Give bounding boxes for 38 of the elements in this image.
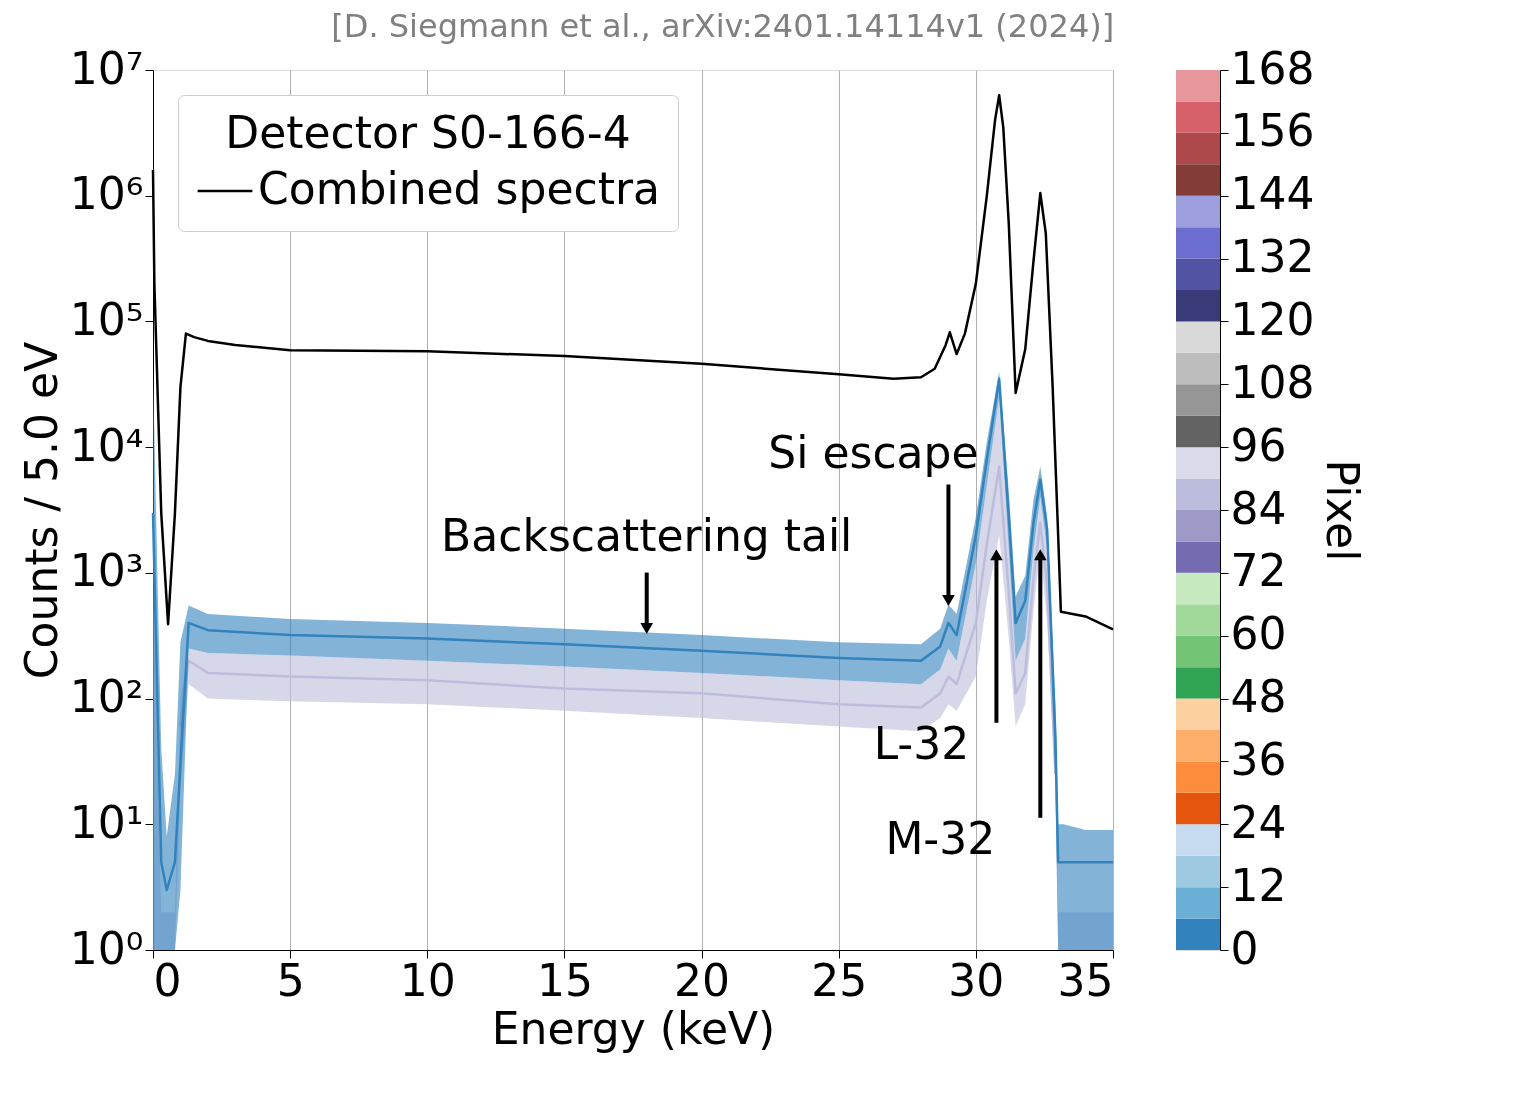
color-bar-label: 60 [1230,608,1287,660]
color-bar-label: 48 [1230,671,1287,723]
y-axis-title: Counts / 5.0 eV [15,341,67,680]
color-bar-label: 36 [1230,733,1287,785]
color-bar-label: 12 [1230,859,1287,911]
y-tick-label: 10¹ [69,796,144,848]
color-bar-label: 84 [1230,482,1287,534]
color-bar-label: 168 [1230,42,1315,94]
x-tick-label: 35 [1057,954,1114,1006]
legend-label: Combined spectra [258,163,660,214]
annotation: Si escape [768,426,979,478]
y-tick-label: 10⁴ [69,419,144,471]
color-bar-label: 72 [1230,545,1287,597]
color-bar-label: 0 [1230,922,1259,974]
color-bar-label: 96 [1230,419,1287,471]
x-tick-label: 10 [399,954,456,1006]
color-bar-label: 120 [1230,293,1315,345]
y-tick-label: 10⁵ [69,293,144,345]
y-tick-label: 10⁷ [69,42,144,94]
annotation: Backscattering tail [441,509,853,561]
y-tick-label: 10⁰ [69,922,144,974]
color-bar-label: 144 [1230,168,1315,220]
x-tick-label: 5 [276,954,305,1006]
annotation: L-32 [873,717,970,769]
x-tick-label: 0 [153,954,182,1006]
color-bar-title: Pixel [1317,459,1369,562]
text: [D. Siegmann et al., arXiv:2401.14114v1 (2024)] [331,7,1115,45]
color-bar-label: 132 [1230,231,1315,283]
color-bar-label: 24 [1230,796,1287,848]
y-tick-label: 10² [69,671,144,723]
color-bar-label: 108 [1230,356,1315,408]
y-tick-label: 10³ [69,545,144,597]
annotation: M-32 [885,812,996,864]
x-tick-label: 30 [948,954,1005,1006]
color-bar-label: 156 [1230,105,1315,157]
y-tick-label: 10⁶ [69,168,144,220]
legend-title: Detector S0-166-4 [225,107,631,158]
x-tick-label: 25 [811,954,868,1006]
